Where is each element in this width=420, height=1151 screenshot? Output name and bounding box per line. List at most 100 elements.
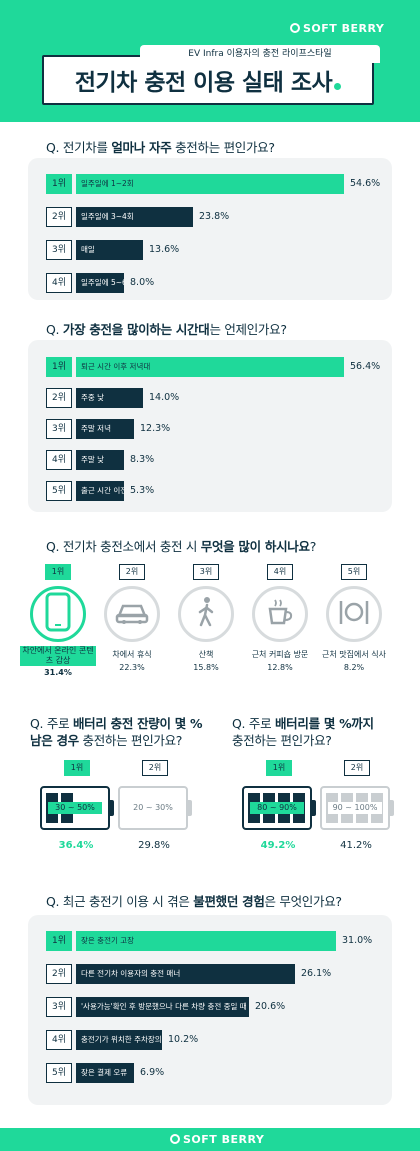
battery-range-label: 30 ~ 50%: [48, 802, 102, 814]
bar: 일주일에 3~4회: [76, 207, 193, 227]
rank-badge: 2위: [46, 207, 72, 227]
header-logo: SOFT BERRY: [290, 22, 384, 35]
icon-circle: [326, 586, 382, 642]
battery-range-label: 20 ~ 30%: [126, 802, 180, 814]
rank-badge: 3위: [46, 240, 72, 260]
bar: 매일: [76, 240, 143, 260]
rank-badge: 3위: [193, 564, 219, 580]
rank-badge: 2위: [344, 760, 370, 776]
footer-logo-ring-icon: [170, 1134, 180, 1144]
icon-circle: [30, 586, 86, 642]
data-label: 56.4%: [350, 361, 381, 372]
battery-nub: [390, 800, 394, 816]
icon-circle: [178, 586, 234, 642]
data-label: 6.9%: [140, 1067, 165, 1078]
battery-range-label: 90 ~ 100%: [328, 802, 382, 814]
data-label: 12.8%: [267, 663, 293, 672]
bar: '사용가능'확인 후 방문했으나 다른 차량 충전 중일 때: [76, 997, 249, 1017]
header-subtitle: EV Infra 이용자의 충전 라이프스타일: [140, 45, 380, 63]
bar: 주말 낮: [76, 450, 124, 470]
rank-badge: 1위: [46, 931, 72, 951]
rank-badge: 2위: [46, 388, 72, 408]
data-label: 5.3%: [130, 485, 155, 496]
bar: 충전기가 위치한 주차장의 과도한 주차비: [76, 1030, 162, 1050]
logo-ring-icon: [290, 23, 300, 33]
q4-title: Q. 주로 배터리 충전 잔량이 몇 % 남은 경우 충전하는 편인가요?: [30, 716, 203, 748]
rank-badge: 2위: [142, 760, 168, 776]
data-label: 49.2%: [260, 840, 296, 851]
category-label: 산책: [198, 650, 214, 659]
data-label: 12.3%: [140, 423, 171, 434]
data-label: 10.2%: [168, 1034, 199, 1045]
walking-person-icon: [194, 595, 218, 633]
q1-title: Q. 전기차를 얼마나 자주 충전하는 편인가요?: [46, 140, 275, 155]
battery-nub: [312, 800, 316, 816]
page-title: 전기차 충전 이용 실태 조사: [42, 63, 374, 97]
bar: 퇴근 시간 이후 저녁대: [76, 357, 344, 377]
rank-badge: 1위: [46, 357, 72, 377]
data-label: 8.2%: [343, 663, 365, 672]
q5-chart: 1위 80 ~ 90% 49.2% 2위 90 ~ 100% 41.2%: [222, 760, 412, 860]
data-label: 20.6%: [255, 1001, 286, 1012]
data-label: 31.4%: [44, 668, 72, 677]
bar: 잦은 결제 오류: [76, 1063, 134, 1083]
data-label: 8.0%: [130, 277, 155, 288]
bar: 주중 낮: [76, 388, 143, 408]
icon-circle: [252, 586, 308, 642]
footer-logo: SOFT BERRY: [170, 1133, 264, 1146]
q2-chart: 1위 퇴근 시간 이후 저녁대 56.4% 2위 주중 낮 14.0% 3위 주말 저녁 12.…: [46, 357, 386, 507]
rank-badge: 4위: [46, 1030, 72, 1050]
data-label: 13.6%: [149, 244, 180, 255]
bar: 잦은 충전기 고장: [76, 931, 336, 951]
data-label: 15.8%: [193, 663, 219, 672]
car-icon: [115, 598, 149, 630]
q3-title: Q. 전기차 충전소에서 충전 시 무엇을 많이 하시나요?: [46, 539, 317, 554]
plate-cutlery-icon: [337, 597, 371, 631]
rank-badge: 3위: [46, 419, 72, 439]
rank-badge: 5위: [341, 564, 367, 580]
q5-title: Q. 주로 배터리를 몇 %까지 충전하는 편인가요?: [232, 716, 374, 748]
data-label: 29.8%: [138, 840, 170, 851]
category-label: 근처 맛집에서 식사: [322, 650, 386, 659]
rank-badge: 1위: [45, 564, 71, 580]
q6-title: Q. 최근 충전기 이용 시 겪은 불편했던 경험은 무엇인가요?: [46, 894, 342, 909]
phone-icon: [43, 592, 73, 636]
data-label: 54.6%: [350, 178, 381, 189]
rank-badge: 1위: [64, 760, 90, 776]
data-label: 36.4%: [58, 840, 94, 851]
data-label: 22.3%: [119, 663, 145, 672]
q6-chart: 1위 잦은 충전기 고장 31.0% 2위 다른 전기차 이용자의 충전 매너 26.1%…: [46, 931, 386, 1099]
bar: 일주일에 5~6회: [76, 273, 124, 293]
icon-circle: [104, 586, 160, 642]
title-dot-icon: [334, 83, 342, 90]
category-label: 차에서 휴식: [112, 650, 152, 659]
rank-badge: 5위: [46, 481, 72, 501]
data-label: 14.0%: [149, 392, 180, 403]
battery-nub: [188, 800, 192, 816]
q2-title: Q. 가장 충전을 많이하는 시간대는 언제인가요?: [46, 322, 287, 337]
bar: 주말 저녁: [76, 419, 134, 439]
bar: 출근 시간 이전 오전대: [76, 481, 124, 501]
rank-badge: 5위: [46, 1063, 72, 1083]
rank-badge: 1위: [266, 760, 292, 776]
data-label: 26.1%: [301, 968, 332, 979]
bar: 다른 전기차 이용자의 충전 매너: [76, 964, 295, 984]
rank-badge: 2위: [119, 564, 145, 580]
footer: [0, 1128, 420, 1151]
rank-badge: 2위: [46, 964, 72, 984]
category-label: 근처 커피숍 방문: [251, 650, 309, 659]
rank-badge: 4위: [267, 564, 293, 580]
data-label: 23.8%: [199, 211, 230, 222]
rank-badge: 1위: [46, 174, 72, 194]
q4-chart: 1위 30 ~ 50% 36.4% 2위 20 ~ 30% 29.8%: [20, 760, 210, 860]
data-label: 8.3%: [130, 454, 155, 465]
rank-badge: 4위: [46, 450, 72, 470]
coffee-cup-icon: [264, 597, 296, 631]
rank-badge: 4위: [46, 273, 72, 293]
data-label: 31.0%: [342, 935, 373, 946]
rank-badge: 3위: [46, 997, 72, 1017]
battery-nub: [110, 800, 114, 816]
bar: 일주일에 1~2회: [76, 174, 344, 194]
category-label: 차안에서 온라인 콘텐츠 감상: [20, 646, 96, 666]
